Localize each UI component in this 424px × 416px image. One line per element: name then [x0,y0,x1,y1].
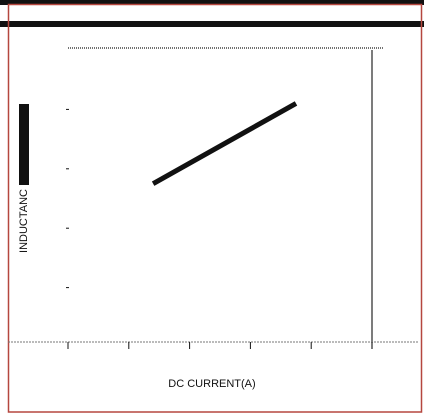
top-black-band-2 [0,21,424,27]
top-black-band-1 [0,0,424,5]
series-line [151,101,298,186]
chart-frame [7,3,423,413]
x-axis-label: DC CURRENT(A) [168,378,255,390]
y-axis-label: INDUCTANC [18,189,30,253]
y-label-black-block [19,104,29,185]
y-axis-ticks [66,108,69,289]
x-axis-ticks [67,342,373,349]
series-layer [151,101,298,186]
